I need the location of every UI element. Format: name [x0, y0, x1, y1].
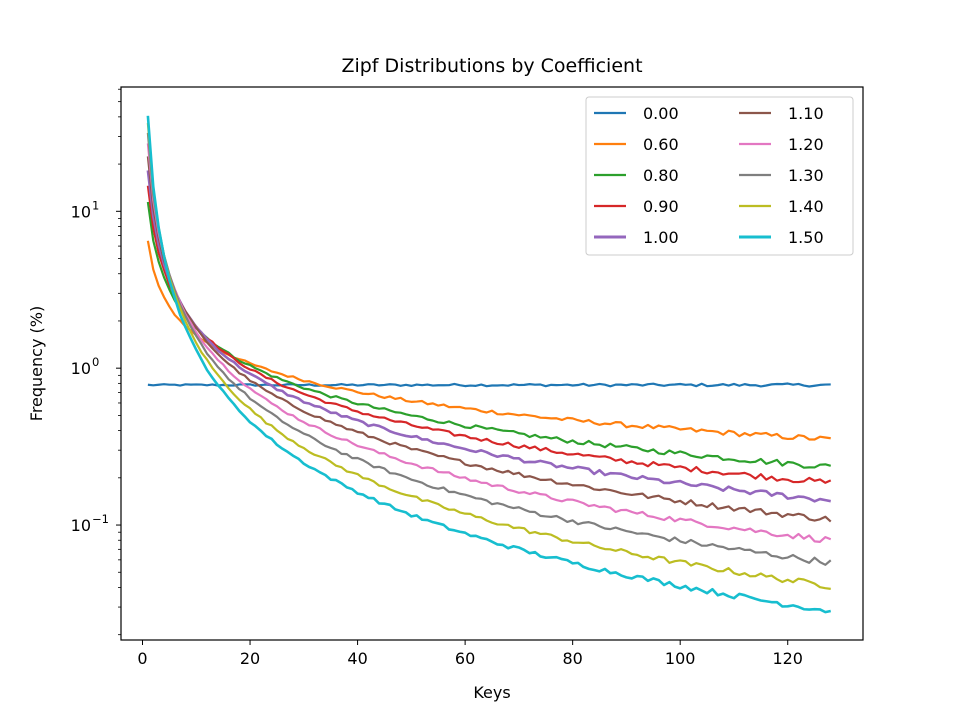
- legend-label: 1.10: [788, 104, 824, 123]
- series-line-1-20: [146, 143, 832, 543]
- legend-label: 1.50: [788, 228, 824, 247]
- chart-title: Zipf Distributions by Coefficient: [341, 55, 642, 77]
- y-tick-exponent: 0: [92, 355, 99, 369]
- legend-label: 0.80: [643, 166, 679, 185]
- plot-frame: [120, 86, 864, 641]
- series-line-0-80: [146, 201, 832, 469]
- series-line-1-30: [146, 132, 832, 566]
- x-tick-label: 100: [665, 649, 696, 668]
- series-line-0-60: [146, 240, 831, 441]
- y-axis-label: Frequency (%): [27, 306, 46, 421]
- x-tick-label: 80: [562, 649, 582, 668]
- legend-box: [585, 96, 854, 256]
- legend: 0.00 0.60 0.80 0.90 1.00 1.10 1.20 1.30 1.40 1.50: [585, 96, 854, 256]
- legend-label: 1.40: [788, 197, 824, 216]
- y-tick-exponent: −1: [92, 512, 109, 526]
- legend-label: 1.20: [788, 135, 824, 154]
- plot-lines: [146, 115, 832, 614]
- series-line-1-40: [146, 122, 831, 590]
- y-tick-label: 10: [71, 359, 91, 378]
- x-axis-label: Keys: [473, 683, 510, 702]
- y-tick-exponent: 1: [92, 198, 99, 212]
- y-tick-label: 10: [71, 516, 91, 535]
- legend-label: 0.60: [643, 135, 679, 154]
- legend-label: 1.00: [643, 228, 679, 247]
- legend-label: 0.00: [643, 104, 679, 123]
- y-tick-label: 10: [71, 202, 91, 221]
- series-line-1-00: [146, 170, 831, 503]
- series-line-0-00: [147, 382, 831, 388]
- x-axis: 0 20 40 60 80 100 120: [137, 640, 803, 668]
- x-tick-label: 40: [347, 649, 367, 668]
- x-tick-label: 60: [455, 649, 475, 668]
- legend-label: 1.30: [788, 166, 824, 185]
- x-tick-label: 0: [137, 649, 147, 668]
- legend-label: 0.90: [643, 197, 679, 216]
- series-line-0-90: [146, 185, 832, 484]
- x-tick-label: 120: [772, 649, 803, 668]
- x-tick-label: 20: [240, 649, 260, 668]
- series-line-1-10: [146, 156, 832, 523]
- series-line-1-50: [146, 115, 832, 614]
